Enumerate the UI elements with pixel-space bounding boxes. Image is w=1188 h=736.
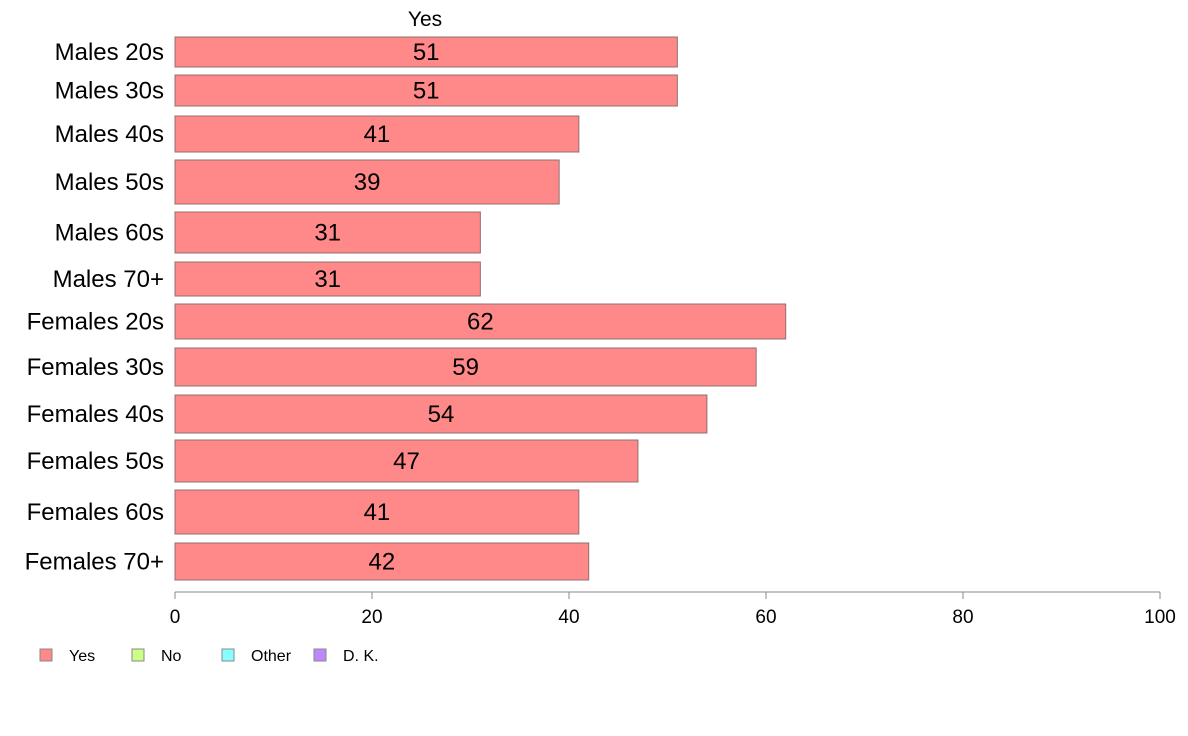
- legend-swatch: [221, 648, 235, 662]
- bar: [174, 261, 481, 297]
- bars-group: Males 20s 51 Males 30s 51 Males 40s 41 Males 5…: [25, 36, 787, 581]
- legend: Yes No Other D. K.: [39, 648, 379, 665]
- data-label: 42: [368, 549, 395, 576]
- legend-label: Yes: [69, 648, 95, 665]
- category-label: Females 60s: [27, 499, 164, 526]
- legend-label: D. K.: [343, 648, 379, 665]
- category-label: Males 40s: [55, 121, 164, 148]
- chart-title: Yes: [408, 8, 442, 31]
- bar: [174, 394, 708, 434]
- category-label: Males 20s: [55, 39, 164, 66]
- legend-swatch: [313, 648, 327, 662]
- data-label: 47: [393, 448, 420, 475]
- x-tick-label: 100: [1144, 607, 1176, 628]
- data-label: 54: [428, 401, 455, 428]
- bar: [174, 439, 639, 483]
- x-tick-label: 80: [952, 607, 973, 628]
- legend-swatch: [39, 648, 53, 662]
- data-label: 51: [413, 39, 440, 66]
- category-label: Females 30s: [27, 354, 164, 381]
- category-label: Males 70+: [53, 266, 164, 293]
- category-label: Females 70+: [25, 549, 164, 576]
- category-label: Females 40s: [27, 401, 164, 428]
- category-label: Females 50s: [27, 448, 164, 475]
- x-tick-label: 20: [361, 607, 382, 628]
- x-tick-label: 40: [558, 607, 579, 628]
- category-label: Males 60s: [55, 220, 164, 247]
- data-label: 41: [364, 121, 391, 148]
- bar: [174, 303, 787, 340]
- x-tick-label: 60: [755, 607, 776, 628]
- data-label: 62: [467, 309, 494, 336]
- legend-swatch: [131, 648, 145, 662]
- bar: [174, 211, 481, 254]
- category-label: Females 20s: [27, 309, 164, 336]
- x-tick-label: 0: [170, 607, 181, 628]
- data-label: 41: [364, 499, 391, 526]
- bar: [174, 159, 560, 205]
- data-label: 59: [452, 354, 479, 381]
- category-label: Males 50s: [55, 169, 164, 196]
- legend-label: No: [161, 648, 182, 665]
- category-label: Males 30s: [55, 78, 164, 105]
- bar: [174, 542, 590, 581]
- data-label: 39: [354, 169, 381, 196]
- data-label: 31: [314, 220, 341, 247]
- legend-label: Other: [251, 648, 292, 665]
- data-label: 31: [314, 266, 341, 293]
- bar: [174, 489, 580, 535]
- bar: [174, 74, 678, 107]
- bar: [174, 36, 678, 68]
- x-axis: 0 20 40 60 80 100: [170, 591, 1176, 628]
- bar: [174, 115, 580, 153]
- bar: [174, 347, 757, 387]
- data-label: 51: [413, 78, 440, 105]
